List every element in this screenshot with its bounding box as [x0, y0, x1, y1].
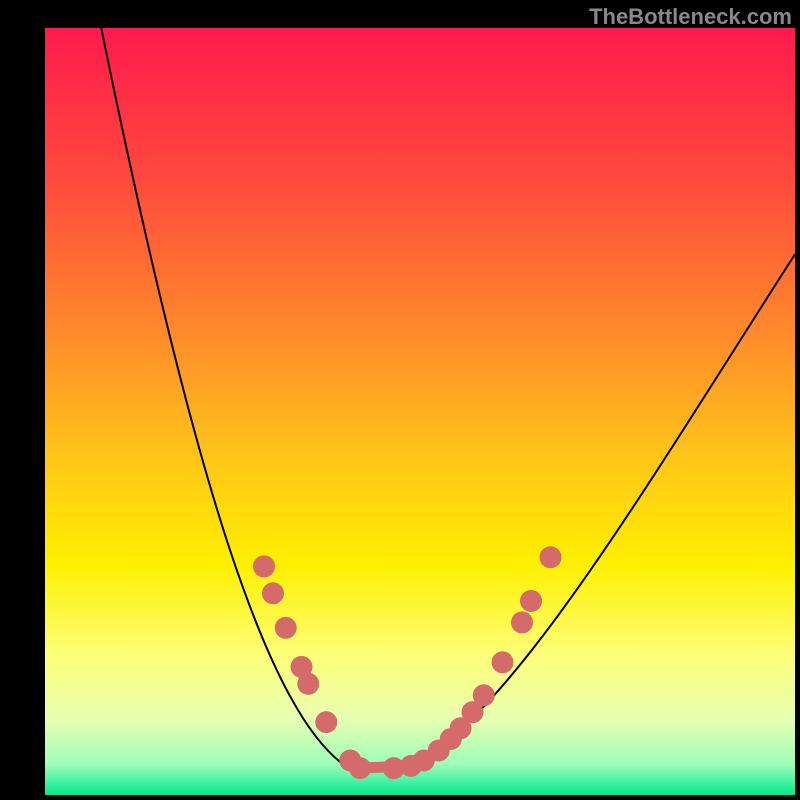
marker-dot: [262, 582, 284, 604]
marker-dot: [297, 673, 319, 695]
marker-dot: [520, 590, 542, 612]
marker-dot: [473, 684, 495, 706]
plot-background: [45, 28, 795, 795]
marker-dot: [275, 617, 297, 639]
chart-svg: [0, 0, 800, 800]
watermark-text: TheBottleneck.com: [589, 4, 792, 30]
marker-dot: [253, 555, 275, 577]
marker-dot: [349, 757, 371, 779]
marker-dot: [315, 711, 337, 733]
marker-dot: [511, 611, 533, 633]
marker-dot: [540, 546, 562, 568]
marker-dot: [492, 651, 514, 673]
